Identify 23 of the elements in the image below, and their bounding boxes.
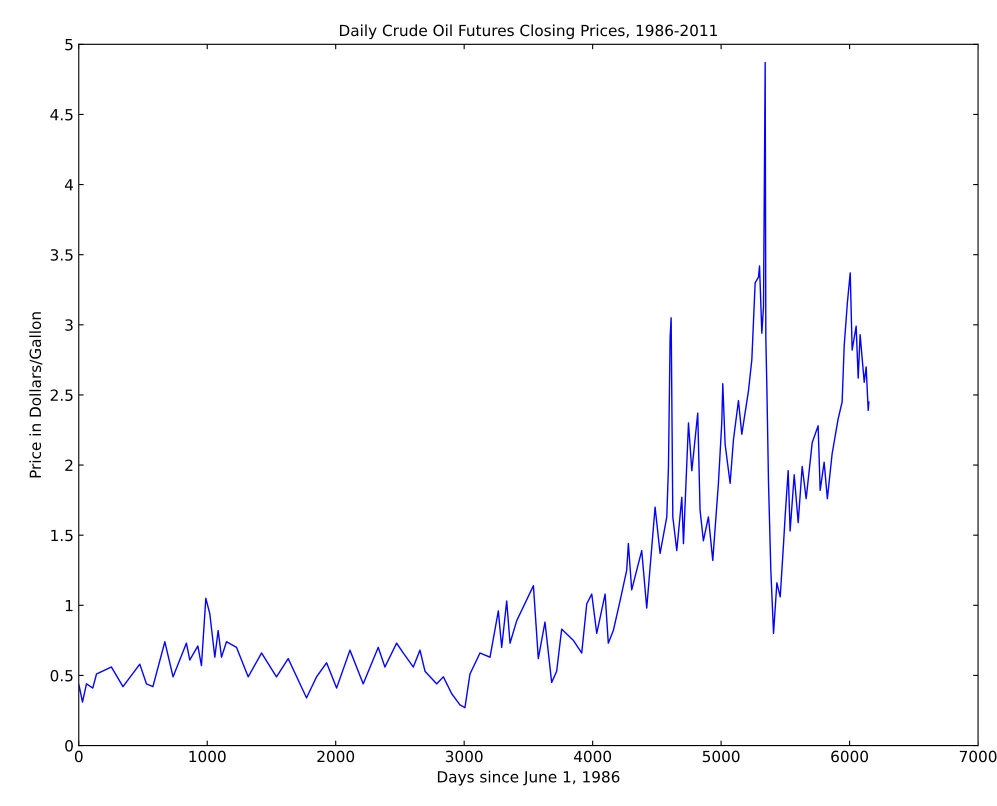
x-tick-label: 7000	[960, 750, 996, 762]
y-tick-label: 5	[65, 38, 73, 50]
chart-title: Daily Crude Oil Futures Closing Prices, 1986-2011	[340, 24, 717, 40]
y-tick-label: 0	[65, 740, 73, 752]
x-tick-label: 4000	[574, 750, 612, 762]
x-tick-label: 3000	[446, 750, 483, 762]
x-tick-label: 0	[74, 750, 83, 762]
y-tick-label: 3	[65, 319, 73, 331]
y-tick-label: 0.5	[50, 670, 73, 682]
x-axis-title: Days since June 1, 1986	[438, 770, 620, 786]
y-tick-label: 1	[66, 600, 72, 612]
y-tick-label: 4.5	[50, 109, 73, 120]
y-tick-label: 3.5	[50, 249, 73, 261]
y-axis-title: Price in Dollars/Gallon	[29, 312, 42, 478]
y-tick-label: 1.5	[51, 530, 73, 542]
x-tick-label: 6000	[831, 750, 868, 762]
y-tick-label: 2	[65, 460, 72, 471]
y-tick-label: 4	[64, 179, 74, 190]
y-tick-label: 2.5	[50, 389, 73, 401]
x-tick-label: 5000	[702, 750, 740, 762]
line-series	[78, 62, 870, 708]
x-tick-label: 2000	[317, 750, 354, 762]
x-tick-label: 1000	[189, 750, 226, 762]
